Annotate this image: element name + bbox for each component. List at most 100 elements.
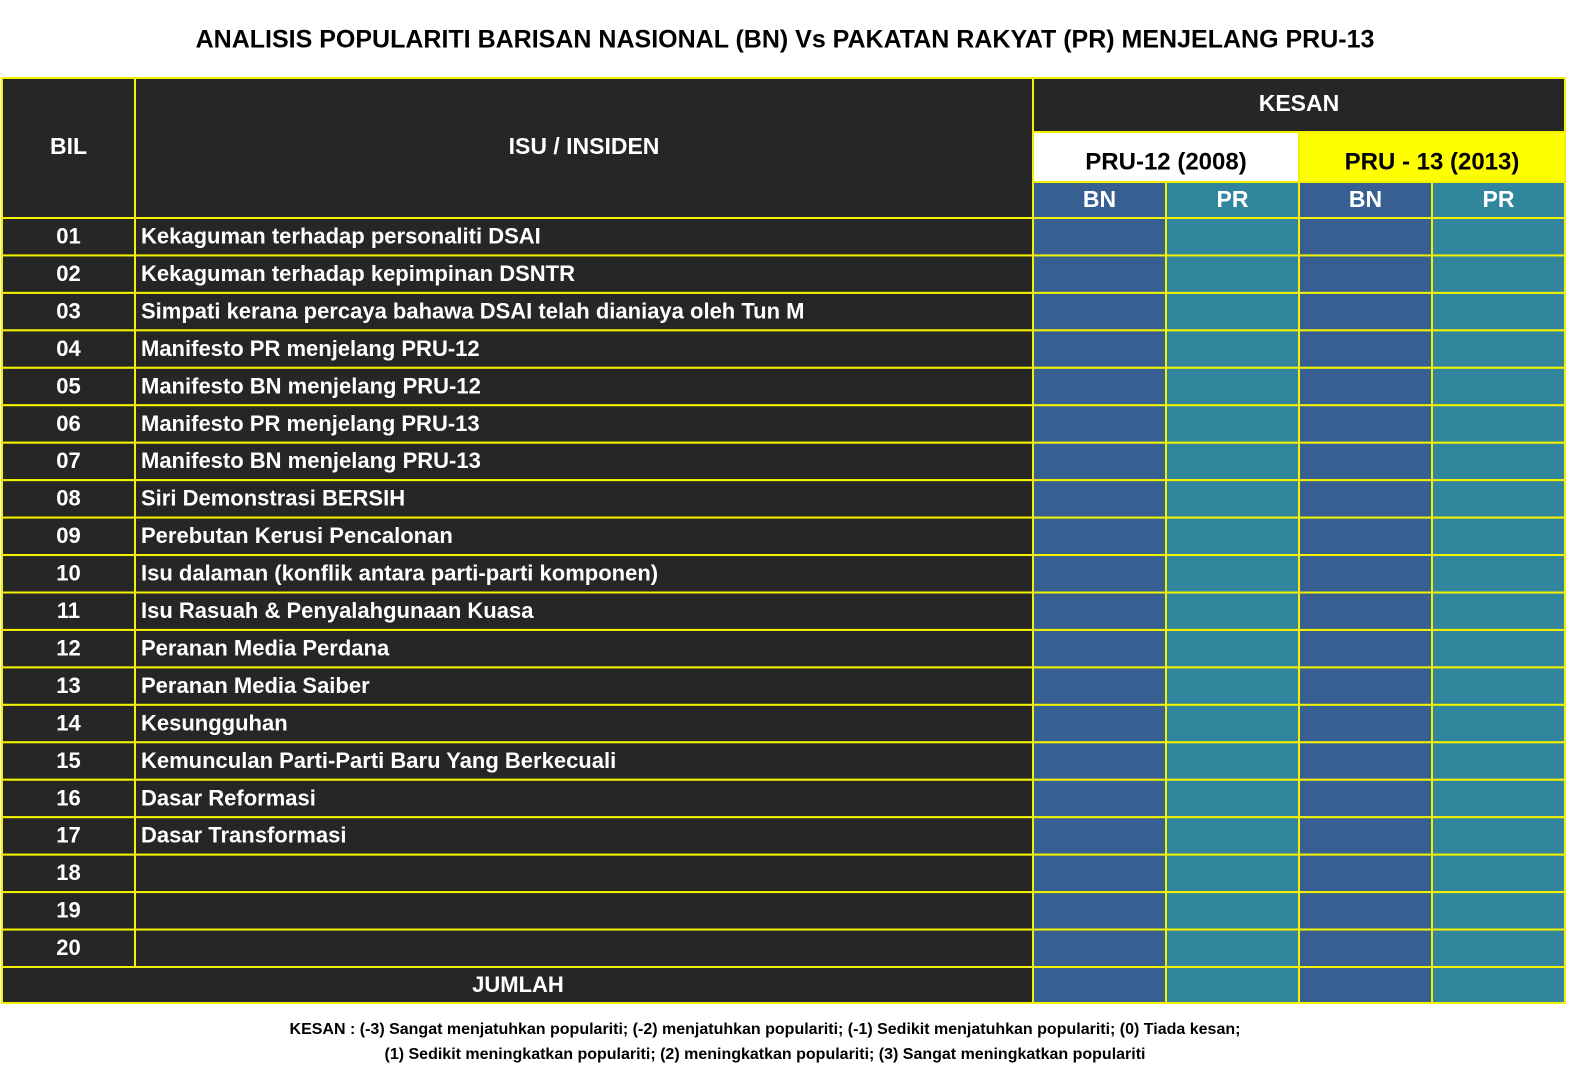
score-cell bbox=[1431, 291, 1566, 332]
row-number: 09 bbox=[56, 523, 80, 548]
sub-header-label: BN bbox=[1349, 186, 1382, 212]
row-number: 17 bbox=[56, 823, 80, 848]
score-cell bbox=[1165, 404, 1300, 444]
score-cell bbox=[1298, 591, 1433, 631]
row-issue: Manifesto PR menjelang PRU-13 bbox=[141, 411, 480, 436]
score-cell bbox=[1165, 479, 1300, 519]
score-cell bbox=[1032, 703, 1167, 744]
row-cell bbox=[134, 891, 1034, 931]
row-issue: Manifesto BN menjelang PRU-12 bbox=[141, 373, 481, 398]
row-number: 11 bbox=[57, 598, 80, 623]
header-label: KESAN bbox=[1259, 90, 1340, 116]
row-issue: Isu dalaman (konflik antara parti-parti … bbox=[141, 561, 658, 586]
row-number: 10 bbox=[56, 561, 80, 586]
score-cell bbox=[1032, 254, 1167, 294]
score-cell bbox=[1032, 591, 1167, 631]
score-cell bbox=[1298, 404, 1433, 444]
row-cell bbox=[1, 404, 136, 444]
score-cell bbox=[1298, 778, 1433, 819]
row-cell bbox=[134, 703, 1034, 744]
score-cell bbox=[1165, 254, 1300, 294]
score-cell bbox=[1431, 441, 1566, 482]
score-cell bbox=[1165, 516, 1300, 557]
score-cell bbox=[1431, 554, 1566, 594]
score-cell bbox=[1032, 291, 1167, 332]
score-cell bbox=[1431, 891, 1566, 931]
score-cell bbox=[1431, 516, 1566, 557]
score-cell bbox=[1431, 217, 1566, 257]
score-cell bbox=[1032, 928, 1167, 968]
row-issue: Siri Demonstrasi BERSIH bbox=[141, 486, 405, 511]
row-cell bbox=[134, 404, 1034, 444]
score-cell bbox=[1431, 254, 1566, 294]
row-number: 15 bbox=[56, 748, 80, 773]
row-number: 01 bbox=[56, 224, 80, 249]
total-score-cell bbox=[1431, 966, 1566, 1004]
row-number: 19 bbox=[56, 898, 80, 923]
total-label: JUMLAH bbox=[472, 972, 564, 997]
score-cell bbox=[1032, 816, 1167, 856]
score-cell bbox=[1298, 928, 1433, 968]
row-number: 18 bbox=[56, 860, 80, 885]
row-number: 20 bbox=[56, 935, 80, 960]
row-number: 16 bbox=[56, 785, 80, 810]
score-cell bbox=[1165, 441, 1300, 482]
score-cell bbox=[1298, 554, 1433, 594]
row-issue: Manifesto PR menjelang PRU-12 bbox=[141, 336, 480, 361]
score-cell bbox=[1032, 741, 1167, 781]
row-issue: Kemunculan Parti-Parti Baru Yang Berkecu… bbox=[141, 748, 616, 773]
score-cell bbox=[1165, 217, 1300, 257]
page-title: ANALISIS POPULARITI BARISAN NASIONAL (BN… bbox=[196, 26, 1375, 54]
row-issue: Kesungguhan bbox=[141, 710, 288, 735]
row-number: 04 bbox=[56, 336, 81, 361]
row-issue: Isu Rasuah & Penyalahgunaan Kuasa bbox=[141, 598, 534, 623]
row-number: 08 bbox=[56, 486, 80, 511]
score-cell bbox=[1431, 366, 1566, 407]
score-cell bbox=[1431, 816, 1566, 856]
header-cell bbox=[1, 77, 136, 219]
row-cell bbox=[1, 254, 136, 294]
sub-header-label: BN bbox=[1083, 186, 1116, 212]
header-label: PRU - 13 (2013) bbox=[1345, 148, 1520, 175]
header-label: BIL bbox=[50, 133, 87, 159]
total-score-cell bbox=[1032, 966, 1167, 1004]
score-cell bbox=[1032, 628, 1167, 669]
score-cell bbox=[1032, 554, 1167, 594]
header-cell bbox=[1032, 77, 1566, 133]
row-number: 14 bbox=[56, 710, 81, 735]
row-issue: Kekaguman terhadap personaliti DSAI bbox=[141, 224, 541, 249]
row-cell bbox=[134, 366, 1034, 407]
score-cell bbox=[1298, 891, 1433, 931]
score-cell bbox=[1298, 479, 1433, 519]
header-label: ISU / INSIDEN bbox=[509, 133, 660, 159]
score-cell bbox=[1298, 741, 1433, 781]
score-cell bbox=[1165, 703, 1300, 744]
row-number: 13 bbox=[56, 673, 80, 698]
score-cell bbox=[1165, 291, 1300, 332]
row-cell bbox=[134, 591, 1034, 631]
score-cell bbox=[1165, 554, 1300, 594]
row-issue: Kekaguman terhadap kepimpinan DSNTR bbox=[141, 261, 575, 286]
score-cell bbox=[1165, 853, 1300, 894]
row-number: 07 bbox=[56, 448, 80, 473]
row-cell bbox=[134, 554, 1034, 594]
score-cell bbox=[1298, 516, 1433, 557]
score-cell bbox=[1165, 891, 1300, 931]
score-cell bbox=[1431, 479, 1566, 519]
row-cell bbox=[134, 516, 1034, 557]
score-cell bbox=[1165, 591, 1300, 631]
score-cell bbox=[1298, 628, 1433, 669]
header-cell bbox=[134, 77, 1034, 219]
row-cell bbox=[1, 891, 136, 931]
sub-header-cell bbox=[1032, 181, 1167, 219]
score-cell bbox=[1431, 628, 1566, 669]
score-cell bbox=[1298, 254, 1433, 294]
row-number: 12 bbox=[56, 635, 80, 660]
score-cell bbox=[1032, 516, 1167, 557]
row-cell bbox=[134, 441, 1034, 482]
total-score-cell bbox=[1165, 966, 1300, 1004]
score-cell bbox=[1431, 928, 1566, 968]
legend-line: KESAN : (-3) Sangat menjatuhkan populari… bbox=[290, 1021, 1241, 1038]
score-cell bbox=[1431, 703, 1566, 744]
score-cell bbox=[1298, 366, 1433, 407]
